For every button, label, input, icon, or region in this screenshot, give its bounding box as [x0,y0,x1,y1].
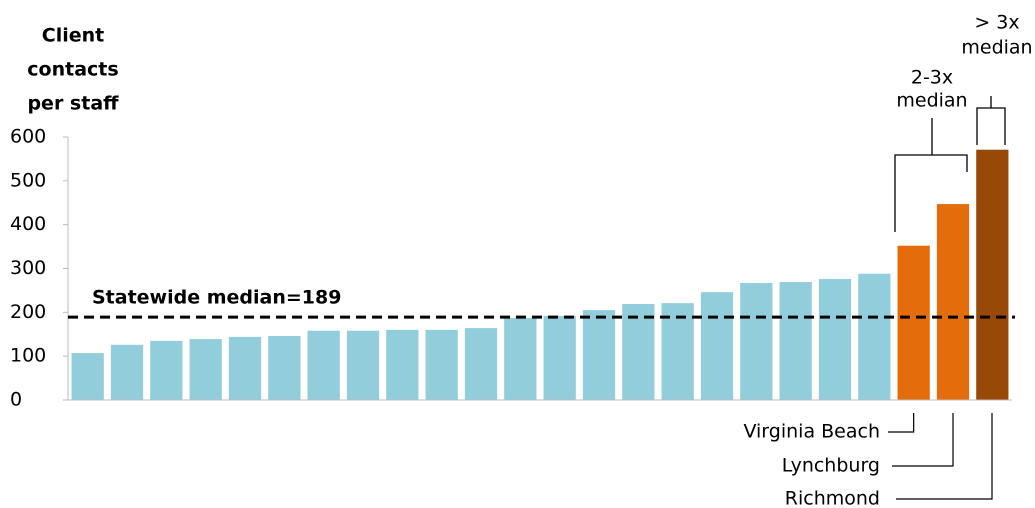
bar [858,273,891,400]
bar [661,303,694,400]
y-tick-label: 300 [10,257,46,279]
bar [700,292,734,400]
bar [740,282,773,400]
bracket-label: 2-3x [911,67,953,89]
bracket-label: median [896,90,967,112]
bar [386,329,419,400]
y-axis-label: contacts [27,59,118,81]
y-tick-label: 600 [10,126,46,148]
bar [818,279,852,400]
bar [543,315,576,400]
y-tick-label: 400 [10,213,46,235]
bracket [976,96,1006,145]
bar [268,336,301,400]
y-tick-label: 0 [10,389,22,411]
median-label: Statewide median=189 [92,287,341,309]
y-tick-label: 100 [10,345,46,367]
bar [582,310,616,400]
bar [622,304,655,400]
bar [897,245,930,400]
y-axis-label: per staff [27,93,119,115]
bracket [894,118,968,232]
bar [504,318,537,400]
bar [346,330,380,400]
bracket-label: > 3x [974,12,1019,34]
y-tick-label: 500 [10,169,46,191]
x-category-label: Richmond [785,488,880,508]
bar [110,344,144,400]
bar [936,204,970,400]
bracket-label: median [961,37,1032,59]
bar [71,353,104,400]
bar [779,282,812,400]
bar [464,328,498,400]
bar [307,330,340,400]
bar [150,340,183,400]
y-axis-label: Client [42,25,104,47]
bar [425,329,458,400]
x-category-label: Lynchburg [782,455,880,477]
leader-line [888,413,915,433]
x-category-label: Virginia Beach [743,421,880,443]
bar [228,336,262,400]
bar [976,149,1009,400]
leader-line [892,413,954,467]
brackets [894,96,1006,232]
bar [189,339,222,400]
leader-line [896,413,993,500]
y-tick-label: 200 [10,301,46,323]
